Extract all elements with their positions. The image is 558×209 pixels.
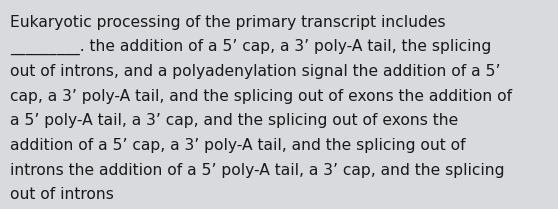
Text: Eukaryotic processing of the primary transcript includes: Eukaryotic processing of the primary tra… (10, 15, 446, 30)
Text: introns the addition of a 5ʼ poly-A tail, a 3ʼ cap, and the splicing: introns the addition of a 5ʼ poly-A tail… (10, 163, 504, 178)
Text: a 5ʼ poly-A tail, a 3ʼ cap, and the splicing out of exons the: a 5ʼ poly-A tail, a 3ʼ cap, and the spli… (10, 113, 458, 128)
Text: _________. the addition of a 5ʼ cap, a 3ʼ poly-A tail, the splicing: _________. the addition of a 5ʼ cap, a 3… (10, 39, 491, 56)
Text: out of introns, and a polyadenylation signal the addition of a 5ʼ: out of introns, and a polyadenylation si… (10, 64, 501, 79)
Text: addition of a 5ʼ cap, a 3ʼ poly-A tail, and the splicing out of: addition of a 5ʼ cap, a 3ʼ poly-A tail, … (10, 138, 466, 153)
Text: out of introns: out of introns (10, 187, 114, 202)
Text: cap, a 3ʼ poly-A tail, and the splicing out of exons the addition of: cap, a 3ʼ poly-A tail, and the splicing … (10, 89, 512, 104)
